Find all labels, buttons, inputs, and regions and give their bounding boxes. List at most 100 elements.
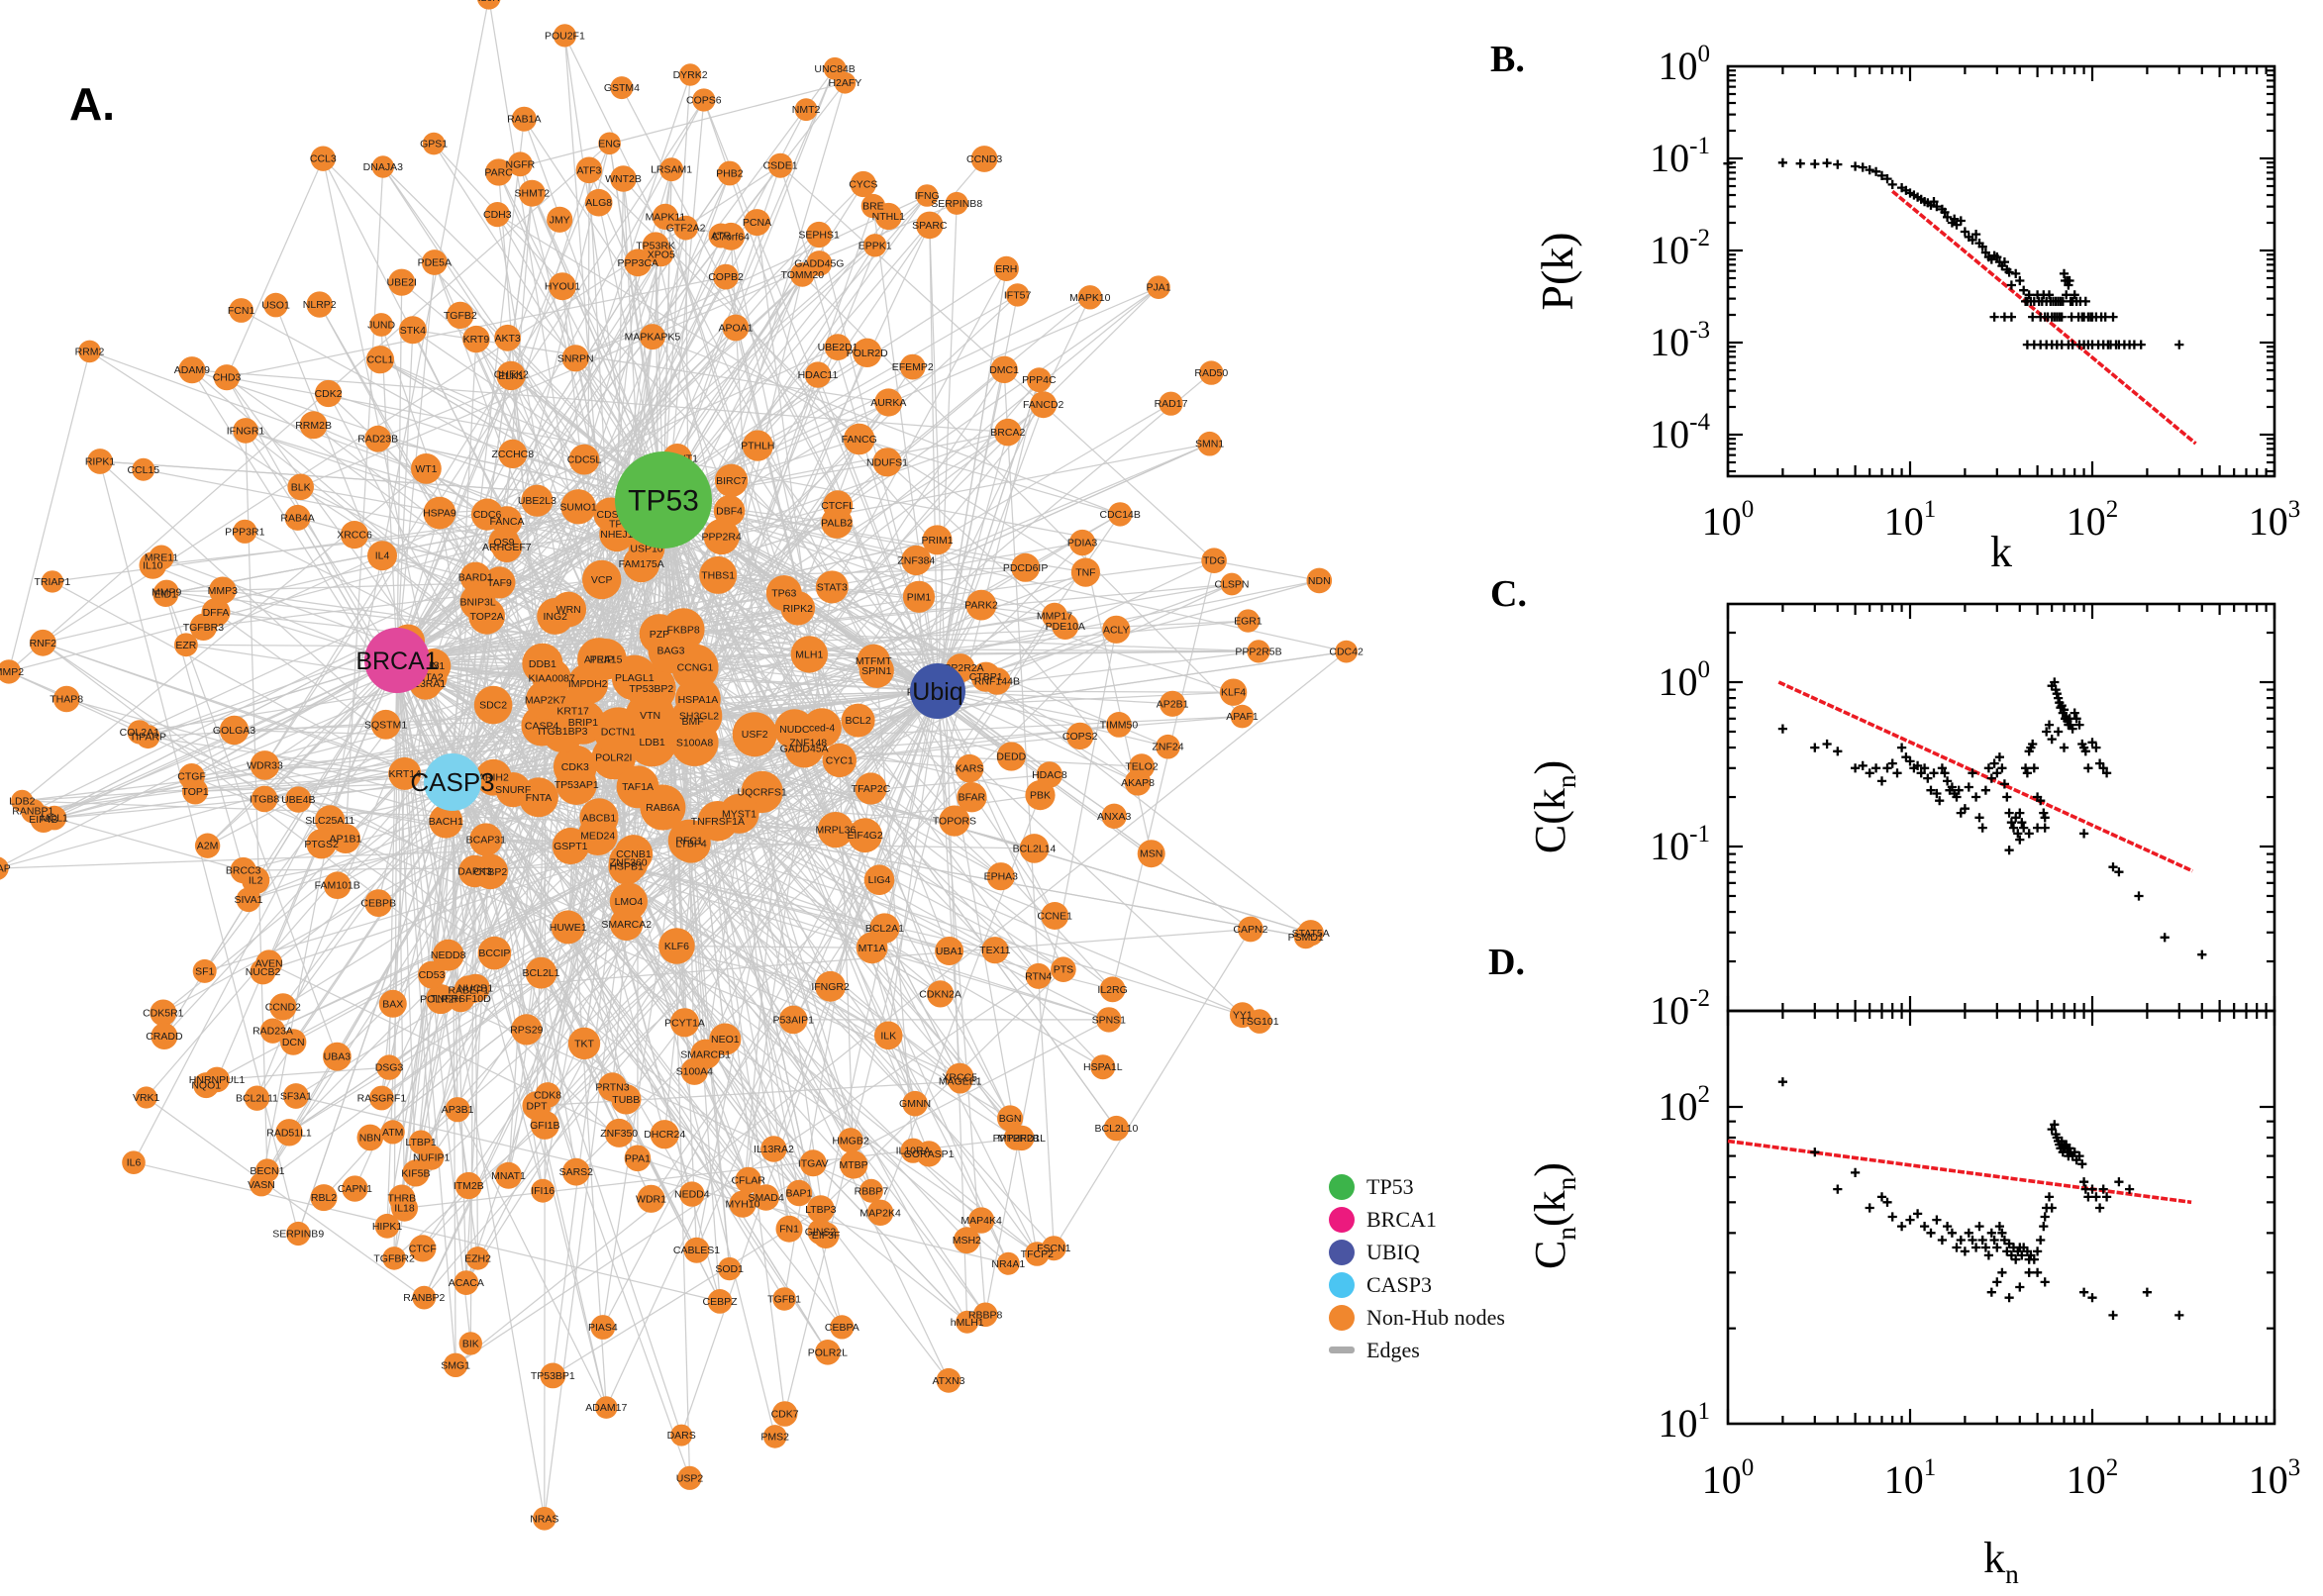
- axis-tick-label: 102: [2067, 1454, 2119, 1502]
- network-node: [936, 1367, 961, 1393]
- network-node-label: CFLAR: [731, 1175, 765, 1187]
- network-node-label: KIF5B: [401, 1167, 430, 1179]
- network-node: [421, 249, 448, 275]
- network-node: [561, 345, 589, 372]
- network-node-label: MMP9: [152, 587, 181, 599]
- network-edge: [937, 690, 1168, 748]
- network-node: [790, 636, 828, 673]
- network-node-label: ING2: [543, 611, 567, 623]
- network-node-label: CDKN2A: [919, 988, 961, 1000]
- network-node: [382, 1247, 406, 1270]
- network-node: [815, 970, 846, 1002]
- network-node: [922, 525, 953, 555]
- network-node: [1236, 609, 1261, 633]
- network-node-label: EIF4G2: [848, 830, 883, 842]
- network-edge: [875, 670, 914, 1151]
- network-edge: [662, 499, 1347, 652]
- network-node: [461, 973, 490, 1003]
- network-node: [855, 772, 887, 805]
- scatter-point: [1937, 1235, 1947, 1246]
- network-node-label: MNAT1: [491, 1170, 526, 1182]
- network-node-label: CCNG1: [677, 662, 714, 674]
- network-node: [744, 209, 770, 237]
- network-node: [42, 805, 67, 831]
- network-node: [494, 324, 521, 351]
- ubiq-hub: [910, 663, 965, 719]
- network-legend: TP53 BRCA1 UBIQ CASP3 Non-Hub nodes Edges: [1329, 1170, 1505, 1366]
- scatter-point: [2042, 727, 2052, 737]
- network-node-label: ACACA: [449, 1277, 484, 1289]
- scatter-point: [2074, 1151, 2084, 1161]
- network-edge: [662, 294, 1018, 501]
- network-node-label: MAP2K7: [525, 694, 566, 706]
- scatter-point: [1937, 763, 1947, 773]
- network-edge: [139, 513, 611, 733]
- network-edge: [492, 616, 556, 778]
- network-node-label: AP2B1: [1157, 698, 1189, 710]
- casp3-hub-label: CASP3: [410, 767, 494, 797]
- network-node: [518, 777, 558, 818]
- network-node-label: ABCB1: [582, 812, 617, 824]
- network-node: [970, 661, 1001, 692]
- scatter-point: [1926, 1228, 1936, 1238]
- scatter-point: [1777, 1077, 1787, 1087]
- network-node: [718, 1256, 742, 1281]
- scatter-point: [1986, 1287, 1996, 1297]
- network-node-label: RNF2: [30, 638, 57, 649]
- network-edge: [731, 480, 916, 1104]
- scatter-point: [2077, 1159, 2087, 1169]
- network-node: [714, 463, 749, 497]
- network-node-label: MLH1: [795, 648, 823, 660]
- scatter-point: [2024, 1267, 2034, 1277]
- network-node-label: SF1: [195, 965, 214, 977]
- network-node-label: ITGB1BP3: [538, 726, 587, 738]
- charts-panel: 100 101 102 10310010-110-210-310-4kP(k)1001…: [1526, 41, 2301, 1589]
- network-edge: [937, 379, 1040, 692]
- axis-tick-label: 103: [2249, 1454, 2301, 1502]
- network-node: [649, 242, 674, 267]
- network-node-label: RTN4: [1025, 970, 1052, 982]
- network-edge: [260, 499, 664, 1185]
- network-node: [639, 324, 665, 350]
- network-node-label: THAP8: [50, 694, 83, 706]
- scatter-point: [1882, 763, 1892, 773]
- network-node-label: USP2: [676, 1472, 704, 1484]
- scatter-point: [2022, 768, 2032, 778]
- network-node-label: BCCIP: [478, 948, 510, 959]
- network-node-label: CDC42: [1329, 647, 1364, 658]
- network-node-label: CDK8: [534, 1090, 561, 1102]
- network-node-label: DNAJA3: [363, 161, 403, 173]
- network-node-label: NDUFS1: [866, 456, 908, 468]
- network-node-label: TDG: [1203, 555, 1225, 567]
- network-node: [459, 583, 496, 621]
- network-node: [422, 132, 446, 155]
- network-edge: [322, 157, 619, 733]
- network-node: [945, 191, 968, 215]
- network-node-label: RANBP2: [403, 1292, 445, 1304]
- scatter-point: [2015, 808, 2025, 818]
- network-node: [484, 202, 510, 228]
- network-node: [675, 692, 723, 740]
- network-node-label: SDC2: [479, 700, 507, 712]
- node-swatch-icon: [1329, 1271, 1355, 1298]
- scatter-point: [2044, 290, 2055, 300]
- network-node-label: RBL2: [311, 1192, 337, 1204]
- axis-tick-label: 103: [2249, 496, 2301, 544]
- network-node: [680, 1057, 708, 1085]
- network-edge: [498, 82, 846, 173]
- network-node: [1036, 761, 1063, 788]
- scatter-point: [1960, 1247, 1970, 1256]
- scatter-point: [1865, 165, 1874, 175]
- scatter-point: [1977, 242, 1987, 251]
- network-node-label: FCN1: [228, 305, 255, 317]
- network-node-label: DARS: [667, 1430, 696, 1442]
- network-edge: [621, 87, 939, 692]
- network-node-label: UBA1: [936, 946, 963, 957]
- network-node-label: POU2F1: [545, 30, 585, 42]
- network-edge: [429, 676, 682, 1436]
- network-node: [1159, 391, 1183, 416]
- network-node: [1219, 678, 1248, 706]
- scatter-point: [1968, 1235, 1977, 1246]
- ubiq-hub-label: Ubiq: [912, 678, 962, 706]
- scatter-point: [2100, 312, 2110, 322]
